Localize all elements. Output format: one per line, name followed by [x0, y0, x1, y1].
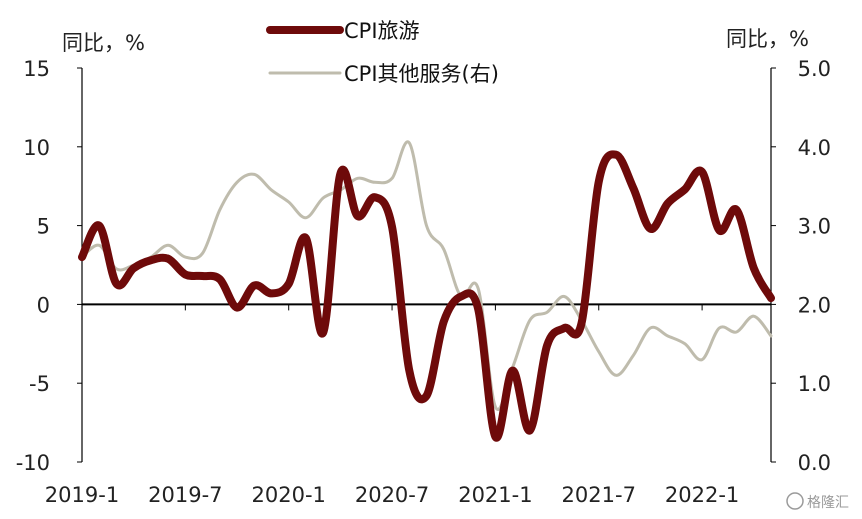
x-tick-label: 2019-7: [148, 483, 222, 507]
right-tick-label: 4.0: [798, 136, 831, 160]
series-layer: [78, 140, 775, 442]
right-tick-label: 3.0: [798, 215, 831, 239]
right-axis-unit: 同比，%: [726, 27, 809, 51]
x-tick-label: 2022-1: [665, 483, 739, 507]
left-tick-label: 0: [37, 293, 50, 317]
watermark: 格隆汇: [786, 492, 849, 511]
left-tick-label: 10: [23, 136, 50, 160]
right-tick-label: 1.0: [798, 372, 831, 396]
left-axis-unit: 同比，%: [62, 31, 145, 55]
right-tick-label: 0.0: [798, 451, 831, 475]
left-tick-label: -5: [29, 372, 50, 396]
right-tick-label: 2.0: [798, 293, 831, 317]
x-tick-label: 2020-1: [252, 483, 326, 507]
axes-layer: 15 10 5 0 -5 -10 5.0 4.0 3.0 2.0 1.0 0.0 2019-1 2019-…: [16, 57, 831, 507]
left-tick-label: 5: [37, 215, 50, 239]
series-line-tourism: [78, 150, 775, 442]
left-tick-label: -10: [16, 451, 50, 475]
watermark-logo-icon: [786, 492, 804, 510]
series-line-other-services: [80, 140, 773, 411]
x-tick-label: 2021-7: [562, 483, 636, 507]
x-tick-label: 2020-7: [355, 483, 429, 507]
watermark-text: 格隆汇: [807, 495, 849, 511]
legend-label-tourism: CPI旅游: [344, 19, 420, 43]
right-tick-label: 5.0: [798, 57, 831, 81]
legend: CPI旅游 CPI其他服务(右): [266, 19, 499, 86]
x-tick-label: 2019-1: [45, 483, 119, 507]
left-tick-label: 15: [23, 57, 50, 81]
x-tick-label: 2021-1: [458, 483, 532, 507]
legend-label-other-services: CPI其他服务(右): [344, 62, 499, 86]
